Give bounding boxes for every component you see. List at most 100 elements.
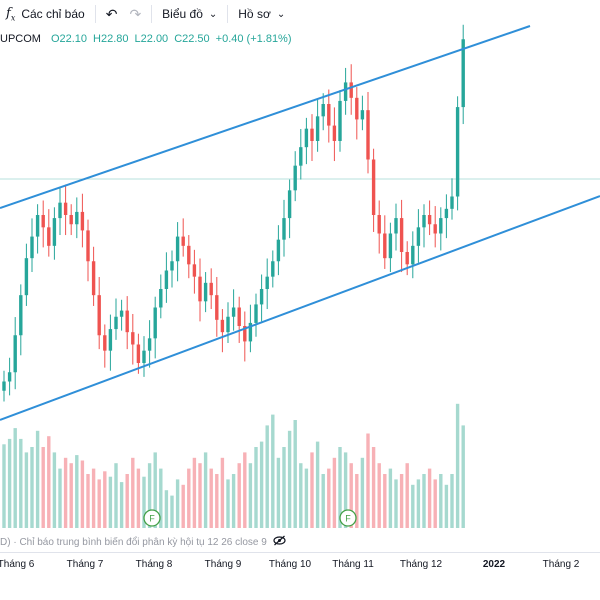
volume-bar xyxy=(215,474,219,528)
candle-body xyxy=(170,261,174,271)
candle-body xyxy=(24,258,29,296)
candle-body xyxy=(299,147,303,166)
candle-body xyxy=(97,295,101,336)
volume-bar xyxy=(136,468,141,528)
volume-bar xyxy=(271,414,275,528)
symbol-exchange: UPCOM xyxy=(0,33,41,45)
volume-bar xyxy=(13,428,17,528)
volume-bar xyxy=(52,452,57,528)
candle-body xyxy=(366,110,370,160)
candle-body xyxy=(349,82,353,98)
time-axis[interactable]: Tháng 6 Tháng 7 Tháng 8 Tháng 9 Tháng 10 Thán… xyxy=(0,552,600,575)
candle-body xyxy=(411,245,415,265)
volume-bar xyxy=(159,468,163,528)
candle-body xyxy=(455,107,460,197)
volume-bar xyxy=(30,447,34,528)
time-axis-tick: 2022 xyxy=(482,559,506,570)
event-marker-icon: F xyxy=(149,514,155,524)
close-value: C22.50 xyxy=(174,33,210,45)
candle-body xyxy=(293,165,297,191)
volume-bar xyxy=(293,420,297,528)
candle-body xyxy=(181,236,185,246)
candle-body xyxy=(131,332,135,345)
volume-bar xyxy=(86,474,90,528)
candle-body xyxy=(248,322,253,342)
volume-bar xyxy=(58,468,62,528)
profile-menu-button[interactable]: Hồ sơ ⌄ xyxy=(232,0,291,28)
volume-bar xyxy=(388,468,393,528)
volume-bar xyxy=(444,484,449,528)
volume-bar xyxy=(377,463,381,528)
macd-label-text: D) · Chỉ báo trung bình biến đổi phân kỳ… xyxy=(0,536,267,548)
candle-body xyxy=(7,372,12,382)
candle-body xyxy=(136,344,141,363)
volume-bar xyxy=(97,479,101,528)
candle-body xyxy=(75,211,79,225)
chart-menu-button[interactable]: Biểu đồ ⌄ xyxy=(156,0,223,28)
volume-bar xyxy=(439,474,443,528)
macd-indicator-label[interactable]: D) · Chỉ báo trung bình biến đổi phân kỳ… xyxy=(0,535,286,549)
volume-bar xyxy=(142,476,146,528)
eye-slash-icon[interactable] xyxy=(273,535,286,549)
candle-body xyxy=(153,307,157,339)
toolbar-divider xyxy=(94,5,96,23)
ohlc-legend: UPCOM O22.10 H22.80 L22.00 C22.50 +0.40 … xyxy=(0,33,292,45)
candle-body xyxy=(338,100,342,141)
candle-body xyxy=(58,202,62,219)
volume-bar xyxy=(63,457,68,528)
redo-button[interactable]: ↷ xyxy=(123,0,147,28)
volume-bar xyxy=(433,479,437,528)
candle-body xyxy=(2,381,6,391)
volume-bar xyxy=(394,479,398,528)
candle-body xyxy=(108,329,113,351)
time-axis-tick: Tháng 8 xyxy=(135,559,173,570)
volume-bar xyxy=(422,474,426,528)
volume-bar xyxy=(41,447,45,528)
volume-bar xyxy=(461,425,465,528)
volume-bar xyxy=(332,457,337,528)
candle-body xyxy=(327,104,331,126)
volume-bar xyxy=(119,482,124,528)
candle-body xyxy=(30,236,34,259)
redo-icon: ↷ xyxy=(129,5,142,22)
volume-bar xyxy=(114,463,118,528)
volume-bar xyxy=(69,463,73,528)
chart-menu-label: Biểu đồ xyxy=(162,7,203,21)
candle-body xyxy=(47,227,51,246)
volume-bar xyxy=(383,474,387,528)
candle-body xyxy=(433,224,437,234)
chevron-down-icon: ⌄ xyxy=(276,8,286,20)
volume-bar xyxy=(321,474,325,528)
time-axis-tick: Tháng 12 xyxy=(399,559,443,570)
candle-body xyxy=(315,116,320,141)
candle-body xyxy=(13,335,17,373)
volume-bar xyxy=(287,430,292,528)
volume-bar xyxy=(265,425,269,528)
candle-body xyxy=(388,233,393,259)
candle-body xyxy=(119,310,124,317)
fx-icon: fx xyxy=(6,5,16,23)
volume-bar xyxy=(366,433,370,528)
volume-bar xyxy=(75,455,79,528)
toolbar-divider xyxy=(151,5,153,23)
candle-body xyxy=(461,39,465,108)
toolbar-divider xyxy=(227,5,229,23)
volume-bar xyxy=(220,457,225,528)
open-value: O22.10 xyxy=(50,33,88,45)
undo-button[interactable]: ↶ xyxy=(100,0,124,28)
change-value: +0.40 (+1.81%) xyxy=(215,33,292,45)
candle-body xyxy=(343,82,348,101)
event-marker-icon: F xyxy=(345,514,351,524)
candle-body xyxy=(243,326,247,342)
volume-bar xyxy=(338,447,342,528)
volume-bar xyxy=(153,452,157,528)
volume-bar xyxy=(411,484,415,528)
candle-body xyxy=(310,128,314,141)
indicators-button[interactable]: fx Các chỉ báo xyxy=(0,0,91,28)
candle-body xyxy=(114,316,118,330)
volume-bar xyxy=(455,403,460,528)
candle-body xyxy=(332,125,337,141)
candle-body xyxy=(35,215,40,237)
volume-bar xyxy=(226,479,230,528)
